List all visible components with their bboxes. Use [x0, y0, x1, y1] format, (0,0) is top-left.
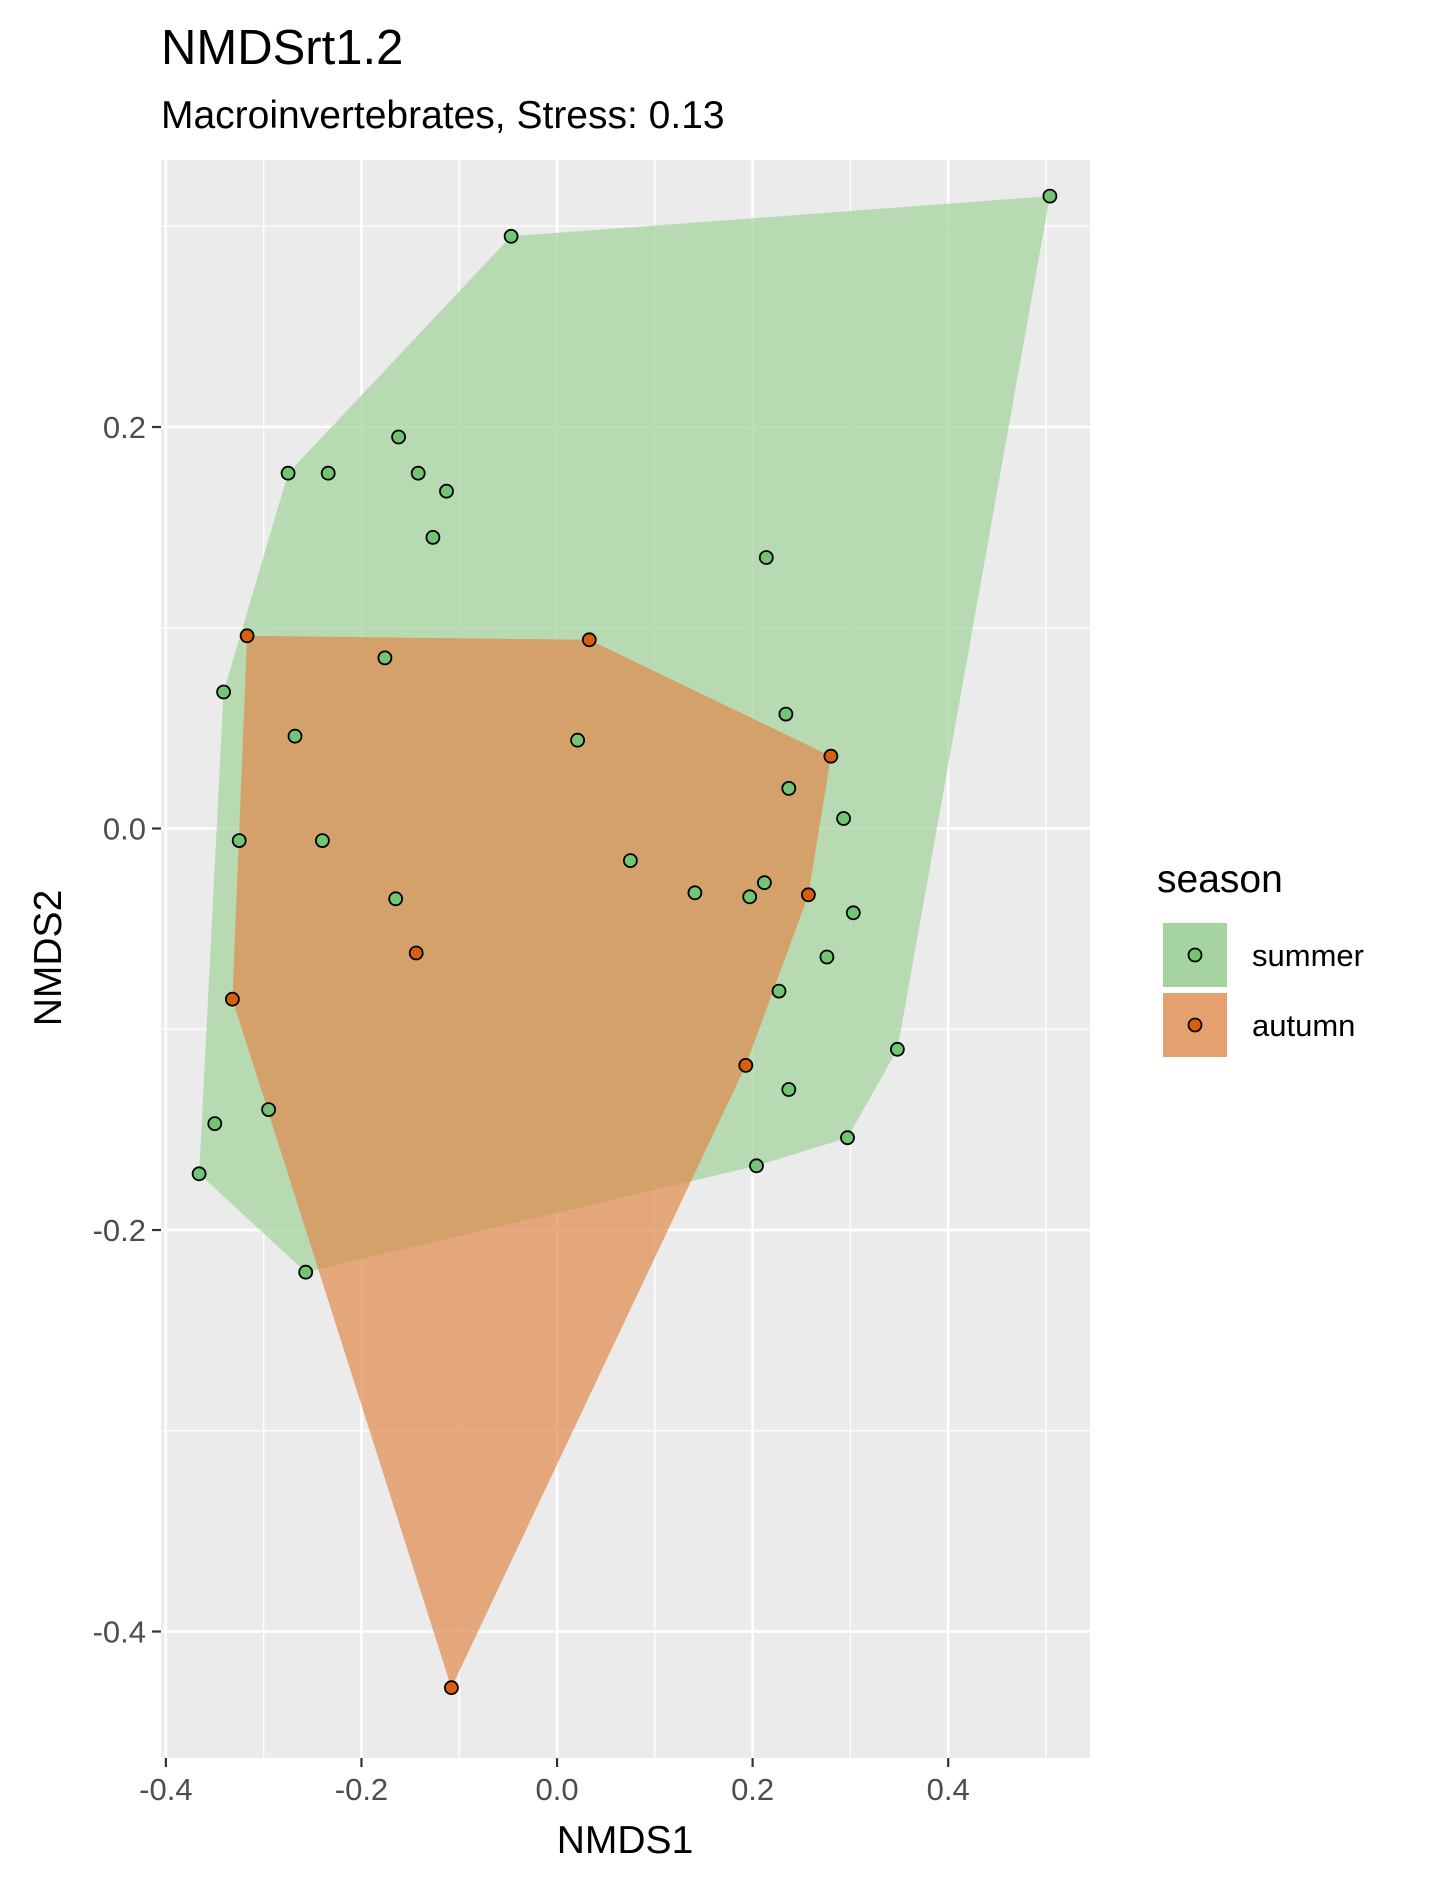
point-summer [819, 949, 835, 965]
point-summer [410, 465, 426, 481]
point-summer [781, 781, 797, 796]
point-summer [570, 732, 585, 748]
legend-title: season [1157, 858, 1283, 901]
point-summer [1042, 188, 1058, 204]
point-summer [298, 1264, 314, 1280]
point-summer [840, 1130, 855, 1146]
point-summer [425, 530, 441, 545]
point-summer [749, 1158, 764, 1174]
point-summer [280, 465, 296, 481]
y-tick-label: -0.2 [93, 1213, 146, 1248]
point-autumn [801, 887, 816, 903]
legend-label-summer: summer [1252, 938, 1364, 973]
point-summer [836, 811, 851, 826]
y-tick-label: 0.0 [103, 812, 146, 847]
x-tick-label: 0.4 [927, 1772, 970, 1807]
point-summer [388, 891, 404, 907]
point-autumn [224, 991, 240, 1007]
point-summer [287, 728, 303, 744]
point-summer [191, 1166, 207, 1182]
point-summer [771, 983, 787, 999]
point-summer [758, 550, 774, 565]
point-summer [314, 833, 330, 848]
point-summer [216, 684, 232, 700]
point-autumn [581, 632, 597, 648]
chart-title: NMDSrt1.2 [161, 21, 403, 75]
y-tick-label: -0.4 [93, 1615, 146, 1650]
point-autumn [408, 945, 424, 961]
point-summer [845, 905, 861, 921]
x-axis-ticks: -0.4 -0.2 0.0 0.2 0.4 [139, 1758, 970, 1807]
point-summer [439, 483, 454, 499]
point-summer [781, 1082, 797, 1097]
point-autumn [443, 1680, 459, 1696]
point-summer [778, 706, 794, 722]
chart-subtitle: Macroinvertebrates, Stress: 0.13 [161, 94, 725, 137]
point-autumn [239, 628, 255, 644]
data-points [191, 188, 1058, 1696]
legend-point-summer [1187, 947, 1203, 963]
legend-label-autumn: autumn [1252, 1008, 1355, 1043]
legend-point-autumn [1187, 1017, 1203, 1033]
x-tick-label: -0.4 [139, 1772, 192, 1807]
point-autumn [738, 1058, 754, 1073]
point-autumn [823, 748, 839, 764]
x-tick-label: 0.0 [535, 1772, 578, 1807]
x-tick-label: 0.2 [731, 1772, 774, 1807]
point-summer [377, 650, 393, 666]
point-summer [391, 429, 407, 445]
point-summer [890, 1041, 905, 1057]
point-summer [623, 853, 638, 868]
point-summer [231, 833, 247, 848]
y-tick-label: 0.2 [103, 410, 146, 445]
y-axis-ticks: -0.4 -0.2 0.0 0.2 [93, 410, 161, 1650]
point-summer [207, 1116, 223, 1131]
point-summer [742, 889, 758, 905]
point-summer [261, 1102, 277, 1117]
legend: season summer autumn [1157, 858, 1364, 1059]
hull-polygons [199, 196, 1050, 1688]
point-summer [503, 228, 519, 244]
x-tick-label: -0.2 [335, 1772, 388, 1807]
hull-autumn [232, 635, 831, 1688]
point-summer [687, 885, 703, 901]
y-axis-title: NMDS2 [27, 890, 70, 1027]
x-axis-title: NMDS1 [557, 1819, 694, 1862]
point-summer [320, 465, 336, 481]
point-summer [757, 875, 772, 891]
